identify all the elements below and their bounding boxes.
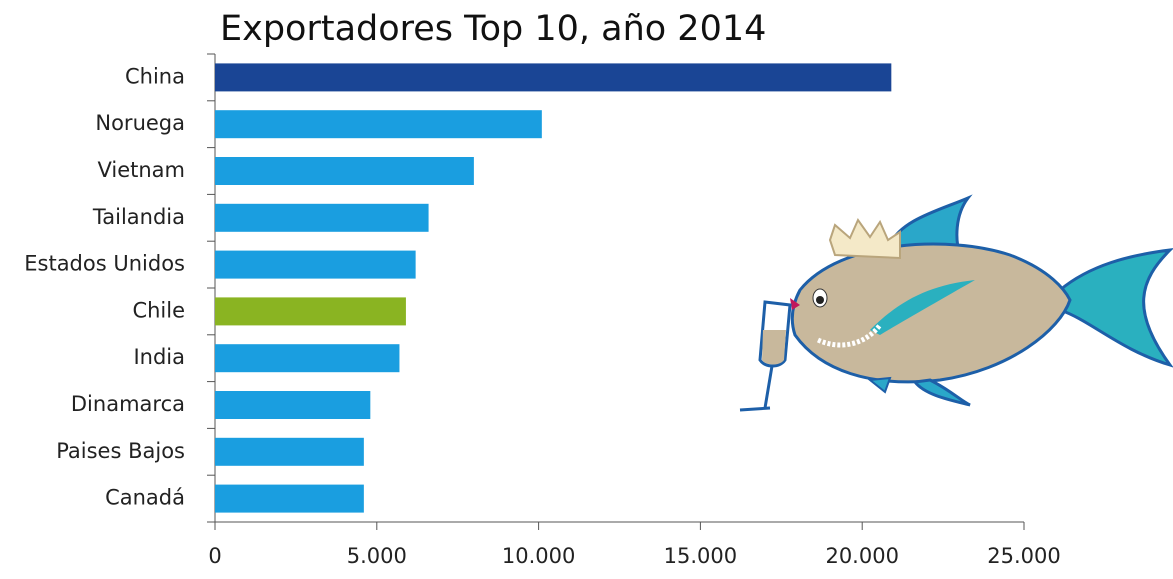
bar: [215, 344, 399, 372]
x-tick-label: 25.000: [987, 544, 1060, 568]
y-tick-label: India: [133, 345, 185, 369]
bar: [215, 438, 364, 466]
x-tick-label: 20.000: [825, 544, 898, 568]
y-tick-label: Chile: [132, 298, 185, 322]
y-tick-label: Vietnam: [97, 158, 185, 182]
chart: Exportadores Top 10, año 2014 0 5.000 10.0…: [0, 0, 1173, 579]
bar: [215, 391, 370, 419]
page: {"chart_data": {"type": "hbar", "title":…: [0, 0, 1173, 579]
bar: [215, 63, 891, 91]
bar: [215, 157, 474, 185]
bar: [215, 251, 416, 279]
y-tick-label: Dinamarca: [71, 392, 185, 416]
y-tick-label: Tailandia: [92, 205, 185, 229]
y-tick-label: China: [125, 64, 185, 88]
y-tick-label: Canadá: [105, 486, 185, 510]
x-tick-label: 5.000: [347, 544, 407, 568]
bar: [215, 110, 542, 138]
fish-illustration: [740, 198, 1170, 410]
y-tick-label: Paises Bajos: [56, 439, 185, 463]
y-tick-label: Noruega: [95, 111, 185, 135]
bar: [215, 297, 406, 325]
x-tick-label: 10.000: [502, 544, 575, 568]
bar: [215, 485, 364, 513]
y-tick-label: Estados Unidos: [24, 252, 185, 276]
x-tick-label: 0: [208, 544, 221, 568]
chart-title: Exportadores Top 10, año 2014: [220, 9, 766, 49]
x-tick-label: 15.000: [664, 544, 737, 568]
bar: [215, 204, 429, 232]
